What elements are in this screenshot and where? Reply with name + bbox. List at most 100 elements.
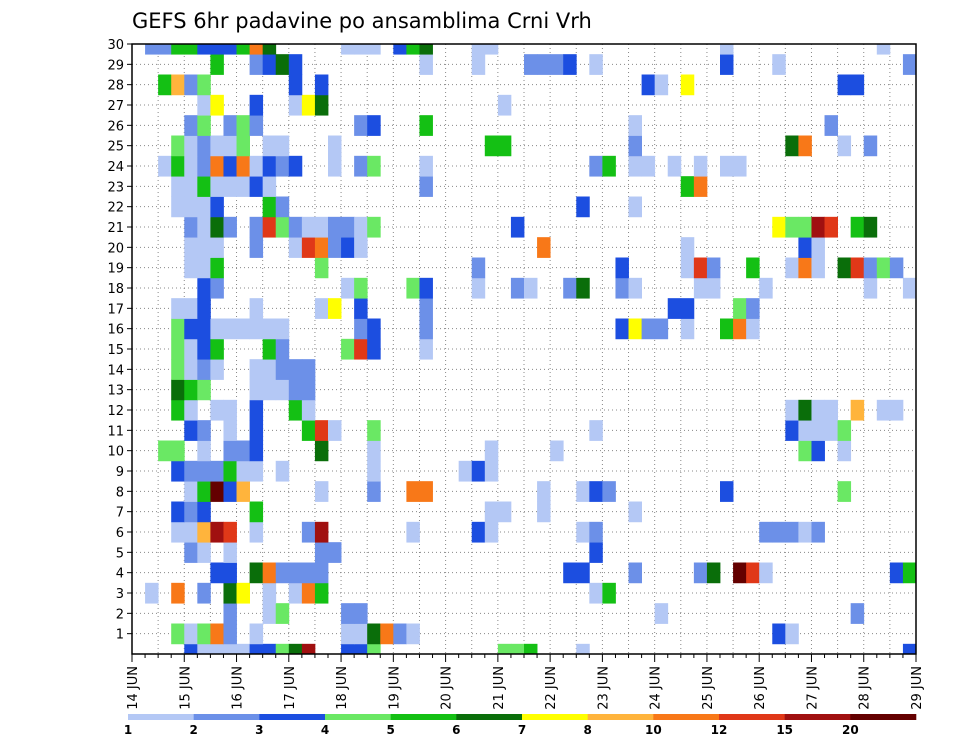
heatmap-cell [341,643,355,655]
x-tick-label: 20 JUN [440,666,455,710]
y-tick-label: 6 [116,526,124,541]
heatmap-cell [798,135,812,157]
y-tick-label: 11 [107,424,124,439]
heatmap-cell [484,521,499,543]
heatmap-cell [184,216,198,238]
colorbar-swatch [850,714,917,720]
heatmap-cell [210,521,224,543]
heatmap-cell [863,135,878,157]
heatmap-cell [419,155,433,177]
heatmap-cell [236,135,250,157]
heatmap-cell [680,298,695,319]
x-tick-label: 18 JUN [335,666,350,710]
heatmap-cell [236,176,250,197]
heatmap-cell [249,359,264,380]
heatmap-cell [720,54,734,75]
heatmap-cell [537,237,551,258]
heatmap-cell [301,420,316,441]
heatmap-cell [341,44,355,55]
heatmap-cell [680,74,695,96]
heatmap-cell [380,623,394,645]
heatmap-cell [628,155,642,177]
heatmap-cell [863,216,878,238]
heatmap-cell [171,176,185,197]
colorbar-label: 12 [711,723,728,737]
y-tick-label: 10 [107,445,124,460]
heatmap-cell [197,44,211,55]
x-tick-label: 26 JUN [753,666,768,710]
heatmap-cell [354,623,368,645]
heatmap-cell [746,298,760,319]
heatmap-cell [197,237,211,258]
heatmap-cell [171,196,185,218]
heatmap-cell [171,440,185,462]
x-tick-label: 22 JUN [544,666,559,710]
heatmap-cell [249,562,264,584]
x-tick-label: 19 JUN [387,666,402,710]
heatmap-cell [576,562,590,584]
heatmap-cell [210,562,224,584]
heatmap-cell [772,521,786,543]
y-tick-label: 9 [116,465,124,480]
heatmap-cell [184,44,198,55]
x-axis-ticks: 14 JUN 15 JUN 16 JUN 17 JUN 18 JUN 19 JUN 20 J… [126,654,925,710]
heatmap-cell [693,176,708,197]
heatmap-cell [223,460,237,482]
heatmap-cell [576,481,590,502]
heatmap-cell [288,74,303,96]
heatmap-cell [602,155,616,177]
heatmap-cell [210,399,224,421]
x-tick-label: 14 JUN [126,666,141,710]
heatmap-cell [850,216,865,238]
heatmap-cell [223,542,237,563]
heatmap-cell [210,196,224,218]
heatmap-cell [367,440,381,462]
heatmap-cell [275,562,290,584]
heatmap-cell [419,481,433,502]
heatmap-cell [746,257,760,279]
heatmap-cell [419,115,433,136]
heatmap-cell [589,155,603,177]
heatmap-cell [184,318,198,340]
heatmap-cell [328,298,342,319]
heatmap-cell [798,521,812,543]
heatmap-cell [249,155,264,177]
heatmap-cell [197,318,211,340]
heatmap-cell [275,643,290,655]
heatmap-cell [223,135,237,157]
heatmap-cell [785,399,799,421]
heatmap-cell [328,135,342,157]
heatmap-cell [654,318,669,340]
heatmap-cell [785,521,799,543]
heatmap-cell [301,359,316,380]
heatmap-cell [184,420,198,441]
heatmap-cell [301,582,316,604]
heatmap-cell [537,481,551,502]
heatmap-cell [680,257,695,279]
heatmap-cell [328,237,342,258]
heatmap-cell [510,643,525,655]
heatmap-cell [210,135,224,157]
heatmap-cell [314,298,329,319]
y-tick-label: 7 [116,506,124,521]
heatmap-cell [328,420,342,441]
heatmap-cell [210,359,224,380]
colorbar-label: 3 [255,723,263,737]
heatmap-cell [262,562,277,584]
heatmap-cell [171,359,185,380]
heatmap-cell [184,338,198,360]
heatmap-cell [484,440,499,462]
heatmap-cell [210,277,224,299]
heatmap-cell [628,562,642,584]
heatmap-cell [628,115,642,136]
heatmap-cell [393,623,407,645]
heatmap-cell [354,216,368,238]
heatmap-cell [824,216,838,238]
heatmap-cell [628,277,642,299]
y-tick-label: 25 [107,140,124,155]
heatmap-cell [576,521,590,543]
colorbar-swatch [522,714,588,720]
y-tick-label: 26 [107,119,124,134]
heatmap-cell [223,176,237,197]
heatmap-cell [197,623,211,645]
